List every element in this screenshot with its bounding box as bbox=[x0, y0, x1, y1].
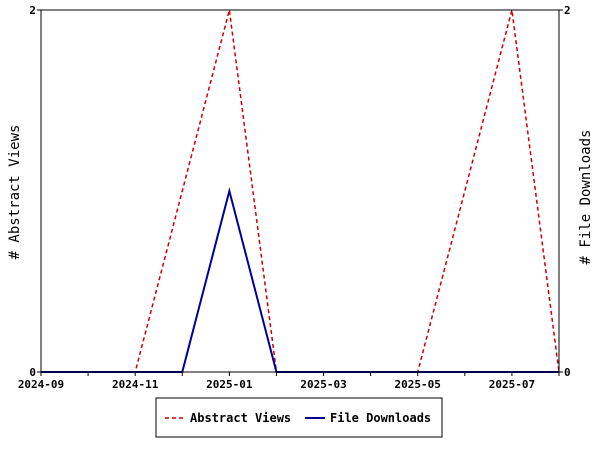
y-tick-label-right: 0 bbox=[564, 366, 571, 379]
y-tick-label-left: 2 bbox=[29, 4, 36, 17]
x-tick-label: 2025-05 bbox=[395, 378, 441, 391]
y-tick-label-left: 0 bbox=[29, 366, 36, 379]
y-tick-label-right: 2 bbox=[564, 4, 571, 17]
y-axis-title-left: # Abstract Views bbox=[7, 125, 23, 260]
plot-frame bbox=[40, 9, 560, 373]
x-tick-label: 2024-09 bbox=[18, 378, 64, 391]
x-tick-label: 2024-11 bbox=[112, 378, 159, 391]
axes: 2024-09 2024-11 2025-01 2025-03 2025-05 2025-… bbox=[18, 4, 571, 391]
legend-label-abstract-views: Abstract Views bbox=[190, 411, 291, 425]
x-tick-label: 2025-01 bbox=[206, 378, 253, 391]
y-axis-title-right: # File Downloads bbox=[578, 130, 594, 265]
legend: Abstract Views File Downloads bbox=[155, 397, 443, 438]
legend-box bbox=[155, 397, 443, 438]
x-tick-label: 2025-07 bbox=[489, 378, 535, 391]
legend-label-file-downloads: File Downloads bbox=[330, 411, 431, 425]
x-tick-label: 2025-03 bbox=[300, 378, 346, 391]
